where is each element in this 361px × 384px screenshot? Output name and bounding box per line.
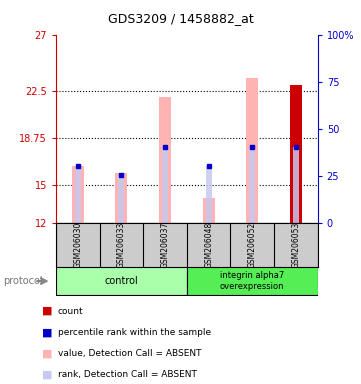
Text: rank, Detection Call = ABSENT: rank, Detection Call = ABSENT: [58, 370, 197, 379]
Bar: [162, 147, 168, 223]
Text: GDS3209 / 1458882_at: GDS3209 / 1458882_at: [108, 12, 253, 25]
Text: count: count: [58, 306, 83, 316]
Text: GSM206048: GSM206048: [204, 222, 213, 268]
Bar: [115, 172, 127, 223]
Text: GSM206053: GSM206053: [291, 222, 300, 268]
Text: ■: ■: [42, 369, 52, 379]
Bar: [187, 267, 318, 295]
Text: protocol: protocol: [4, 276, 43, 286]
Bar: [290, 85, 302, 223]
Bar: [246, 78, 258, 223]
Text: ■: ■: [42, 306, 52, 316]
Text: GSM206052: GSM206052: [248, 222, 257, 268]
Text: value, Detection Call = ABSENT: value, Detection Call = ABSENT: [58, 349, 201, 358]
Bar: [75, 166, 81, 223]
Text: GSM206033: GSM206033: [117, 222, 126, 268]
Text: ■: ■: [42, 327, 52, 337]
Text: percentile rank within the sample: percentile rank within the sample: [58, 328, 211, 337]
Text: control: control: [105, 276, 138, 286]
Bar: [71, 166, 84, 223]
Text: GSM206030: GSM206030: [73, 222, 82, 268]
Bar: [205, 166, 212, 223]
Bar: [203, 198, 215, 223]
Text: integrin alpha7
overexpression: integrin alpha7 overexpression: [220, 271, 284, 291]
Bar: [56, 267, 187, 295]
Bar: [118, 175, 125, 223]
Text: GSM206037: GSM206037: [161, 222, 170, 268]
Bar: [293, 147, 299, 223]
Text: ■: ■: [42, 348, 52, 358]
Bar: [249, 147, 255, 223]
Bar: [159, 97, 171, 223]
